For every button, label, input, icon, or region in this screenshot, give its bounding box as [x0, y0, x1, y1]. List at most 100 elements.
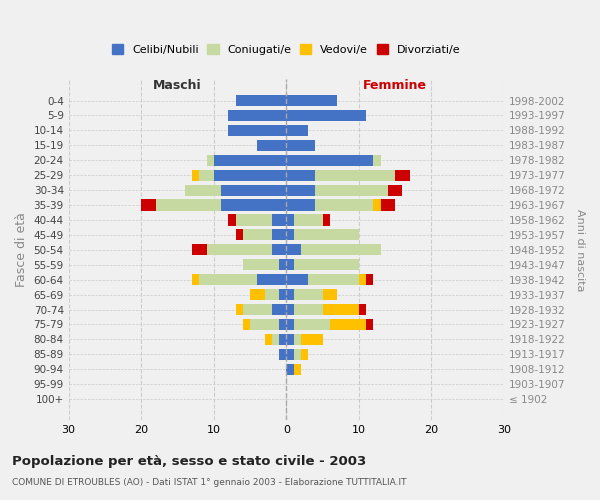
Bar: [286, 214, 330, 226]
Bar: [228, 214, 286, 226]
Bar: [236, 95, 286, 106]
Bar: [286, 184, 403, 196]
Text: Popolazione per età, sesso e stato civile - 2003: Popolazione per età, sesso e stato civil…: [12, 455, 366, 468]
Bar: [286, 364, 293, 375]
Bar: [272, 230, 286, 240]
Bar: [141, 200, 286, 210]
Bar: [286, 200, 373, 210]
Bar: [192, 244, 286, 256]
Bar: [236, 304, 286, 315]
Text: Femmine: Femmine: [363, 78, 427, 92]
Bar: [236, 304, 286, 315]
Bar: [156, 200, 286, 210]
Bar: [272, 334, 286, 345]
Bar: [286, 348, 308, 360]
Y-axis label: Anni di nascita: Anni di nascita: [575, 208, 585, 291]
Bar: [286, 170, 410, 181]
Bar: [286, 304, 323, 315]
Bar: [286, 110, 366, 121]
Bar: [279, 348, 286, 360]
Bar: [286, 274, 373, 285]
Bar: [286, 334, 293, 345]
Bar: [221, 200, 286, 210]
Bar: [243, 230, 286, 240]
Bar: [286, 230, 359, 240]
Bar: [214, 154, 286, 166]
Bar: [286, 319, 330, 330]
Bar: [214, 170, 286, 181]
Bar: [286, 289, 293, 300]
Bar: [286, 125, 308, 136]
Bar: [286, 244, 380, 256]
Bar: [228, 110, 286, 121]
Bar: [286, 230, 359, 240]
Bar: [192, 274, 286, 285]
Bar: [272, 304, 286, 315]
Bar: [286, 230, 293, 240]
Bar: [286, 274, 308, 285]
Bar: [286, 319, 373, 330]
Bar: [286, 140, 316, 151]
Bar: [286, 259, 359, 270]
Bar: [286, 125, 308, 136]
Bar: [279, 259, 286, 270]
Bar: [286, 364, 293, 375]
Bar: [279, 348, 286, 360]
Bar: [286, 95, 337, 106]
Bar: [236, 95, 286, 106]
Bar: [206, 244, 286, 256]
Bar: [286, 154, 380, 166]
Bar: [286, 184, 388, 196]
Bar: [286, 110, 366, 121]
Bar: [185, 184, 286, 196]
Bar: [286, 214, 323, 226]
Bar: [286, 230, 359, 240]
Bar: [265, 289, 286, 300]
Bar: [286, 184, 316, 196]
Bar: [236, 95, 286, 106]
Bar: [228, 125, 286, 136]
Bar: [286, 140, 316, 151]
Bar: [286, 364, 301, 375]
Bar: [286, 154, 380, 166]
Bar: [236, 214, 286, 226]
Bar: [286, 304, 366, 315]
Bar: [199, 274, 286, 285]
Bar: [228, 110, 286, 121]
Bar: [286, 200, 380, 210]
Bar: [286, 214, 323, 226]
Bar: [286, 348, 293, 360]
Bar: [286, 274, 359, 285]
Bar: [279, 289, 286, 300]
Bar: [250, 289, 286, 300]
Bar: [257, 140, 286, 151]
Bar: [250, 289, 286, 300]
Bar: [156, 200, 286, 210]
Bar: [286, 304, 293, 315]
Bar: [286, 334, 323, 345]
Bar: [257, 140, 286, 151]
Bar: [286, 259, 359, 270]
Bar: [192, 274, 286, 285]
Bar: [286, 244, 380, 256]
Legend: Celibi/Nubili, Coniugati/e, Vedovi/e, Divorziati/e: Celibi/Nubili, Coniugati/e, Vedovi/e, Di…: [109, 41, 464, 58]
Bar: [286, 110, 366, 121]
Bar: [206, 154, 286, 166]
Bar: [286, 334, 323, 345]
Bar: [206, 154, 286, 166]
Bar: [236, 95, 286, 106]
Bar: [286, 95, 337, 106]
Bar: [265, 334, 286, 345]
Bar: [228, 110, 286, 121]
Bar: [286, 259, 293, 270]
Bar: [257, 274, 286, 285]
Text: COMUNE DI ETROUBLES (AO) - Dati ISTAT 1° gennaio 2003 - Elaborazione TUTTITALIA.: COMUNE DI ETROUBLES (AO) - Dati ISTAT 1°…: [12, 478, 407, 487]
Bar: [286, 140, 316, 151]
Bar: [286, 348, 308, 360]
Bar: [286, 95, 337, 106]
Bar: [265, 334, 286, 345]
Bar: [243, 319, 286, 330]
Bar: [228, 125, 286, 136]
Bar: [286, 319, 293, 330]
Bar: [286, 274, 366, 285]
